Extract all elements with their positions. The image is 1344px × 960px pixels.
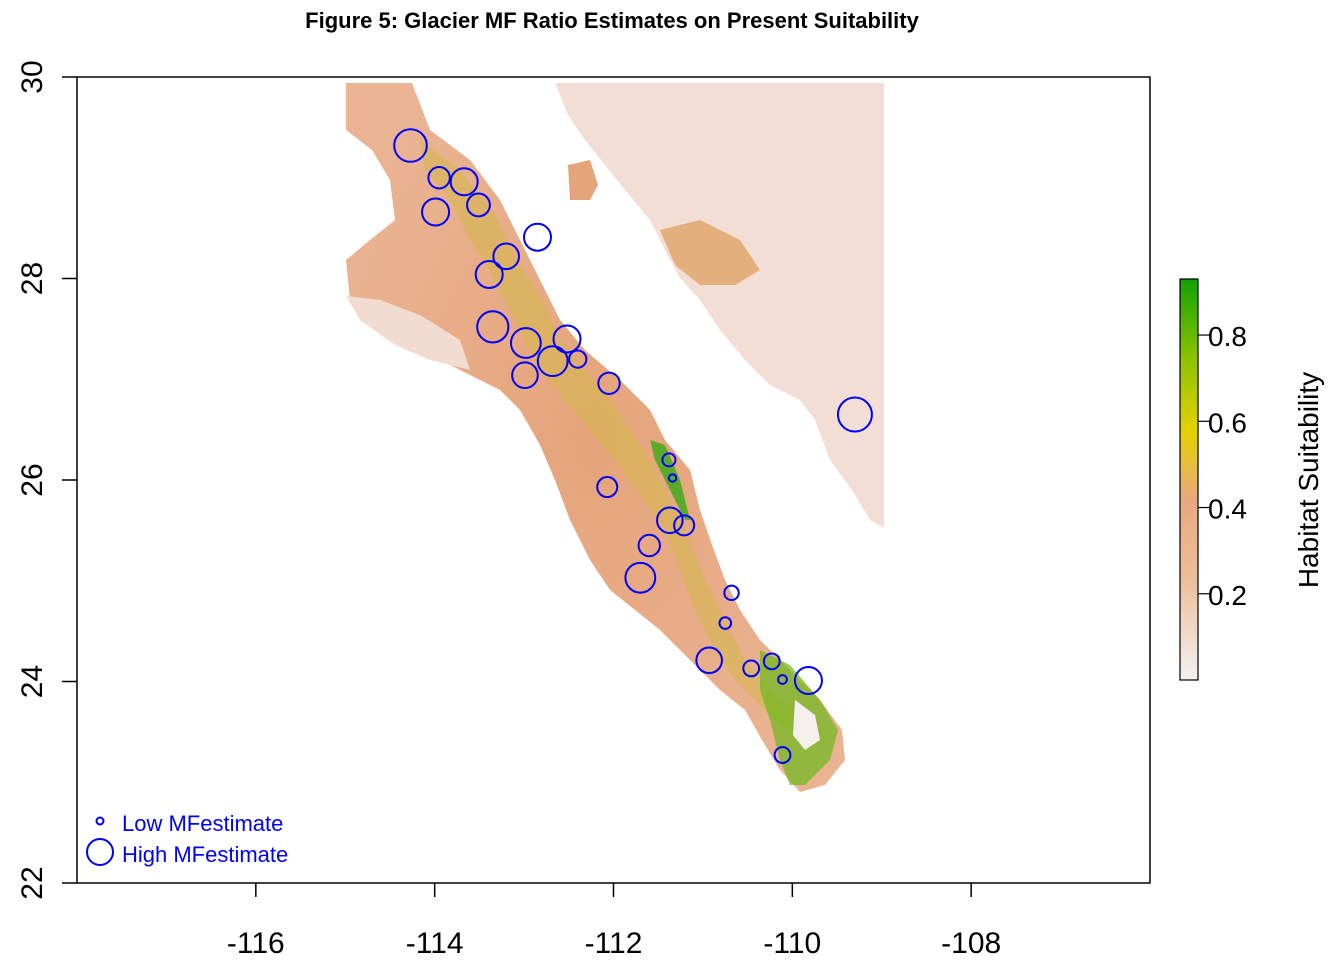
tiburon-island [568,160,598,200]
x-tick-label: -108 [941,927,1001,960]
mf-point [773,746,792,764]
x-tick-label: -110 [763,927,821,960]
x-tick-label: -114 [406,927,464,960]
colorbar-label: Habitat Suitability [1293,372,1324,588]
colorbar-tick-label: 0.8 [1208,321,1247,352]
x-axis: -116 -114 -112 -110 -108 [227,883,1001,960]
mf-point [836,396,873,433]
mf-point [673,514,696,537]
baja-pacific-plain [346,296,470,370]
mf-point [793,665,823,695]
mf-estimate-points [393,128,873,764]
mf-point [597,371,621,395]
mf-point [421,197,451,227]
legend-label-low: Low MFestimate [122,811,283,836]
legend-label-high: High MFestimate [122,842,288,867]
mf-point [427,166,451,190]
mf-point [476,310,510,344]
y-tick-label: 28 [16,262,49,295]
mf-point [552,324,582,354]
mf-point [656,506,684,535]
colorbar-tick-label: 0.2 [1208,580,1247,611]
colorbar-ticks: 0.2 0.4 0.6 0.8 [1198,321,1247,611]
mf-point [777,674,788,685]
mf-point [661,452,677,468]
mf-point [742,659,761,678]
colorbar-gradient [1179,278,1199,681]
legend-symbol-low [95,816,105,826]
mf-point [466,192,491,218]
colorbar-tick-label: 0.4 [1208,494,1247,525]
mf-point [695,646,723,675]
mainland-mexico-area [555,83,884,528]
y-tick-label: 26 [16,463,49,496]
mf-point [596,476,619,499]
legend: Low MFestimate High MFestimate [86,811,288,867]
y-axis: 22 24 26 28 30 [16,60,77,900]
cape-region-peak [793,700,820,750]
mf-point [762,652,781,671]
mf-point [449,167,479,197]
x-tick-label: -116 [227,927,285,960]
mf-point [637,533,661,558]
y-tick-label: 24 [16,665,49,698]
colorbar: 0.2 0.4 0.6 0.8 Habitat Suitability [1179,278,1324,681]
y-tick-label: 30 [16,60,49,93]
x-tick-label: -112 [585,927,643,960]
chart-title: Figure 5: Glacier MF Ratio Estimates on … [305,8,919,33]
mf-point [568,349,588,369]
mf-point [536,345,569,378]
mf-point [667,473,678,483]
mf-point [393,128,428,163]
y-tick-label: 22 [16,866,49,899]
mf-point [522,222,552,252]
mf-point [718,616,733,630]
mf-point [474,259,504,289]
legend-symbol-high [86,838,114,866]
mf-point [723,584,740,602]
mf-point [511,361,539,390]
mf-point [624,561,657,594]
colorbar-tick-label: 0.6 [1208,407,1247,438]
baja-suitable-band [420,140,820,750]
mainland-highlands [660,220,760,285]
mf-point [509,327,542,359]
raster-layer [346,83,884,792]
mf-point [492,242,521,271]
